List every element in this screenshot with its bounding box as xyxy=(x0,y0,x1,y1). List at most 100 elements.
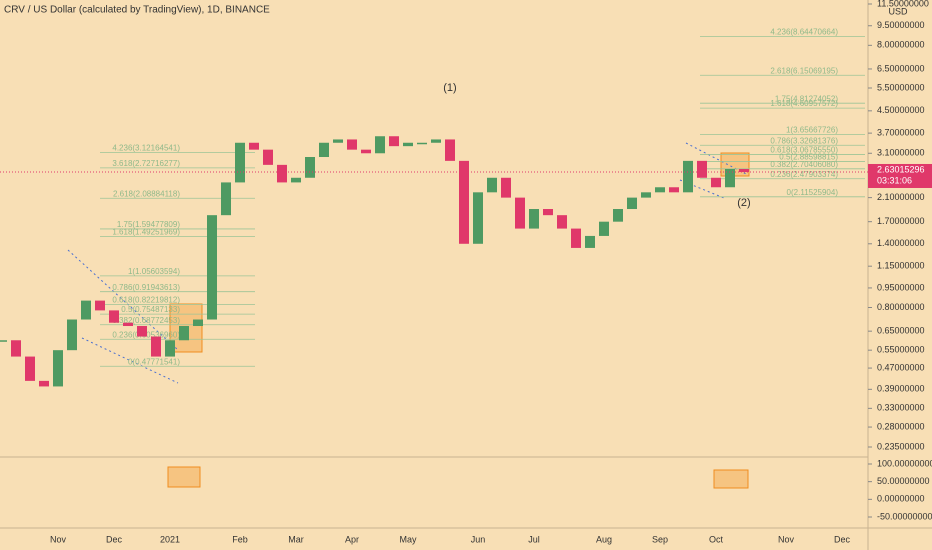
fib-label: 3.618(2.72716277) xyxy=(112,159,180,168)
candle xyxy=(207,215,217,320)
fib-label: 2.618(6.15069195) xyxy=(770,66,838,75)
x-tick-label: Aug xyxy=(596,534,612,544)
candle xyxy=(291,177,301,183)
highlight-box xyxy=(167,466,201,488)
x-tick-label: Jul xyxy=(528,534,540,544)
candle xyxy=(347,139,357,150)
candle xyxy=(123,322,133,327)
candle xyxy=(571,228,581,248)
candle xyxy=(529,209,539,229)
candle xyxy=(137,326,147,337)
x-tick-label: Dec xyxy=(834,534,851,544)
price-tag-label: 2.63015296 xyxy=(877,164,925,174)
fib-label: 0(2.11525904) xyxy=(787,188,839,197)
candle xyxy=(81,300,91,320)
fib-label: 0.236(2.47903374) xyxy=(770,170,838,179)
countdown-label: 03:31:06 xyxy=(877,175,912,185)
y-tick-label: 1.70000000 xyxy=(877,216,925,226)
candle xyxy=(375,136,385,154)
fib-label: 0.5(2.88598815) xyxy=(779,153,838,162)
y-tick-label: 9.50000000 xyxy=(877,20,925,30)
y-tick-label: 0.95000000 xyxy=(877,282,925,292)
candle xyxy=(249,142,259,150)
price-tag xyxy=(868,163,932,188)
candle xyxy=(11,340,21,357)
candle xyxy=(221,182,231,216)
candle xyxy=(67,319,77,351)
x-tick-label: Sep xyxy=(652,534,668,544)
y-tick-label: 0.55000000 xyxy=(877,345,925,355)
y-tick-label: 3.10000000 xyxy=(877,148,925,158)
chart-title: CRV / US Dollar (calculated by TradingVi… xyxy=(4,5,270,16)
candle xyxy=(697,160,707,178)
candle xyxy=(333,139,343,143)
fib-label: 1.618(4.60957572) xyxy=(770,99,838,108)
x-tick-label: May xyxy=(399,534,417,544)
y-tick-label: 8.00000000 xyxy=(877,40,925,50)
candle xyxy=(445,139,455,161)
y-tick-label: 6.50000000 xyxy=(877,63,925,73)
x-tick-label: 2021 xyxy=(160,534,180,544)
y2-tick-label: -50.00000000 xyxy=(877,511,932,521)
candle xyxy=(403,142,413,147)
candle xyxy=(725,169,735,188)
fib-label: 0.618(0.82219812) xyxy=(112,296,180,305)
candle xyxy=(179,326,189,341)
candle xyxy=(585,235,595,248)
candle xyxy=(361,149,371,154)
y-tick-label: 5.50000000 xyxy=(877,82,925,92)
candle xyxy=(319,142,329,158)
trendline xyxy=(685,142,749,176)
y-tick-label: 0.65000000 xyxy=(877,326,925,336)
y2-tick-label: 100.00000000 xyxy=(877,458,932,468)
y-tick-label: 0.28000000 xyxy=(877,421,925,431)
x-tick-label: Oct xyxy=(709,534,724,544)
candle xyxy=(193,319,203,327)
candle xyxy=(263,149,273,165)
y-tick-label: 0.39000000 xyxy=(877,384,925,394)
candle xyxy=(95,300,105,311)
candle xyxy=(25,356,35,381)
candle xyxy=(235,142,245,183)
candle xyxy=(627,197,637,210)
candle xyxy=(53,350,63,387)
x-tick-label: Jun xyxy=(471,534,486,544)
candle xyxy=(655,187,665,193)
candle xyxy=(0,340,7,342)
fib-label: 4.236(8.64470664) xyxy=(770,28,838,37)
x-tick-label: Mar xyxy=(288,534,304,544)
y-tick-label: 3.70000000 xyxy=(877,128,925,138)
fib-label: 1.75(1.59477809) xyxy=(117,220,181,229)
y-tick-label: 2.10000000 xyxy=(877,192,925,202)
fib-label: 0.786(0.91943613) xyxy=(112,283,180,292)
candle xyxy=(151,336,161,357)
y2-tick-label: 50.00000000 xyxy=(877,476,930,486)
y-tick-label: 0.47000000 xyxy=(877,362,925,372)
fib-label: 0.618(3.06785550) xyxy=(770,146,838,155)
fib-label: 0.5(0.75487133) xyxy=(121,305,180,314)
candle xyxy=(487,177,497,193)
x-tick-label: Apr xyxy=(345,534,359,544)
candle xyxy=(305,157,315,178)
candle xyxy=(277,164,287,183)
y-tick-label: 1.40000000 xyxy=(877,238,925,248)
candle xyxy=(473,192,483,244)
y-tick-label: 11.50000000 xyxy=(877,0,929,8)
candle xyxy=(39,380,49,387)
fib-label: 0.382(0.68772453) xyxy=(112,316,180,325)
fib-label: 0.786(3.32681376) xyxy=(770,136,838,145)
x-tick-label: Dec xyxy=(106,534,123,544)
y-tick-label: 4.50000000 xyxy=(877,105,925,115)
x-tick-label: Nov xyxy=(50,534,67,544)
candle xyxy=(683,160,693,193)
y-tick-label: 0.33000000 xyxy=(877,403,925,413)
fib-label: 0(0.47771541) xyxy=(128,357,180,366)
candle xyxy=(515,197,525,229)
candle xyxy=(599,221,609,236)
candle xyxy=(711,177,721,188)
y2-tick-label: 0.00000000 xyxy=(877,494,925,504)
fib-label: 1(3.65667726) xyxy=(786,126,838,135)
fib-label: 1(1.05603594) xyxy=(128,267,180,276)
